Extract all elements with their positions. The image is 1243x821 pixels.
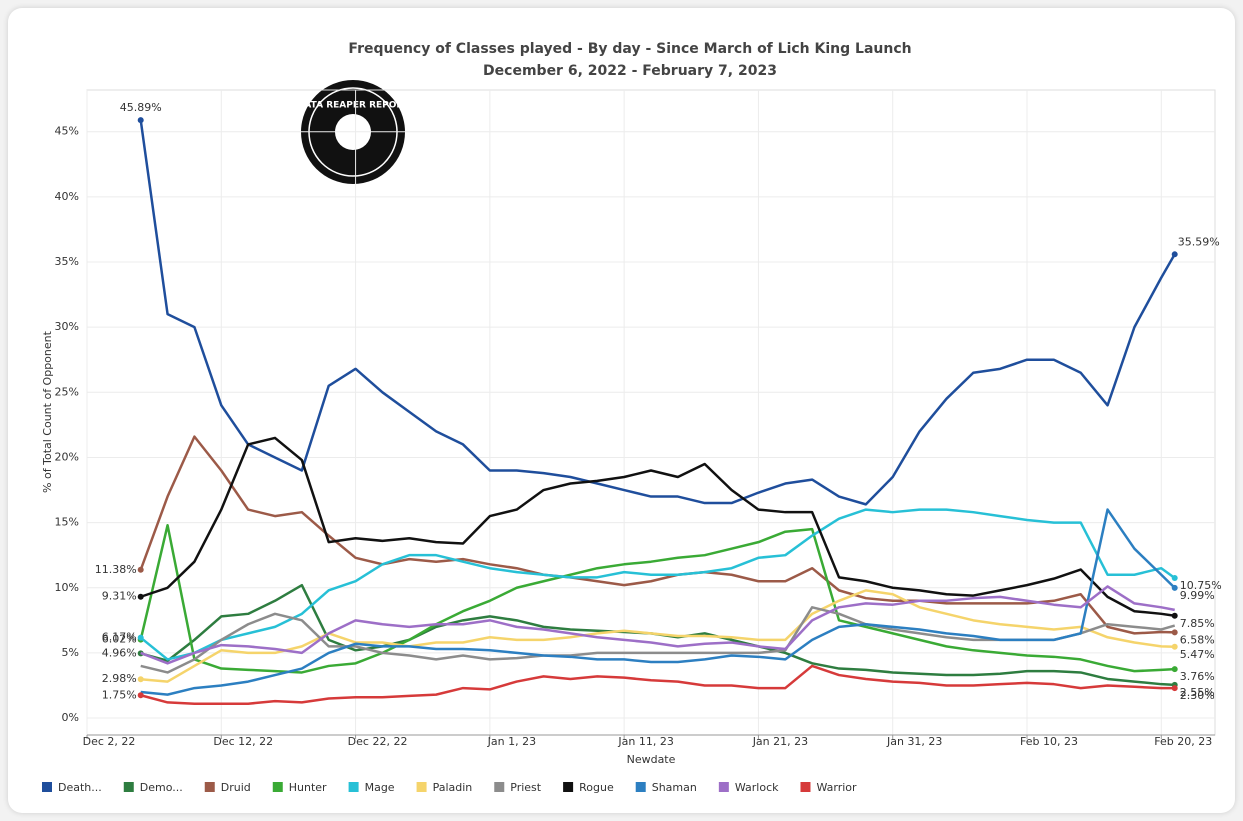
value-label: 35.59%: [1178, 235, 1220, 248]
value-label: 6.17%: [102, 631, 137, 644]
series-line: [139, 523, 1175, 674]
legend-swatch: [272, 782, 283, 792]
point: [137, 634, 144, 641]
legend-label: Demo...: [140, 781, 183, 794]
x-tick-label: Jan 31, 23: [886, 735, 942, 748]
x-tick-label: Jan 11, 23: [617, 735, 673, 748]
legend-label: Paladin: [433, 781, 473, 794]
legend-swatch: [416, 782, 427, 792]
legend-label: Priest: [510, 781, 542, 794]
y-tick-label: 30%: [55, 320, 79, 333]
legend-swatch: [348, 782, 359, 792]
x-tick-label: Dec 22, 22: [348, 735, 408, 748]
point: [1171, 584, 1178, 591]
value-label: 9.99%: [1180, 589, 1215, 602]
point: [1171, 666, 1178, 673]
point: [1171, 629, 1178, 636]
value-label: 6.02%: [102, 633, 137, 646]
x-tick-label: Feb 10, 23: [1020, 735, 1078, 748]
series-line: [140, 585, 1175, 665]
series-line: [140, 589, 1175, 683]
plot-area: [86, 89, 1216, 736]
series-line: [139, 119, 1176, 506]
y-tick-label: 35%: [55, 255, 79, 268]
point: [137, 676, 144, 683]
chart-subtitle: December 6, 2022 - February 7, 2023: [483, 63, 777, 79]
point: [1171, 251, 1178, 258]
y-tick-label: 20%: [55, 450, 79, 463]
legend-swatch: [635, 782, 646, 792]
point: [1171, 685, 1178, 692]
legend-label: Rogue: [579, 781, 614, 794]
x-tick-label: Jan 1, 23: [487, 735, 536, 748]
x-tick-label: Feb 20, 23: [1154, 735, 1212, 748]
chart-title: Frequency of Classes played - By day - S…: [348, 41, 911, 57]
value-label: 1.75%: [102, 688, 137, 701]
y-tick-label: 0%: [62, 711, 79, 724]
value-label: 7.85%: [1180, 617, 1215, 630]
legend-swatch: [123, 782, 134, 792]
value-label: 9.31%: [102, 590, 137, 603]
point: [1171, 643, 1178, 650]
value-label: 3.76%: [1180, 670, 1215, 683]
y-axis-label: % of Total Count of Opponent: [41, 330, 54, 493]
x-tick-label: Dec 12, 22: [213, 735, 273, 748]
point: [137, 692, 144, 699]
value-label: 4.96%: [102, 646, 137, 659]
series-line: [139, 435, 1175, 635]
legend-label: Death...: [58, 781, 102, 794]
legend-label: Shaman: [652, 781, 697, 794]
value-label: 11.38%: [95, 563, 137, 576]
series-line: [140, 508, 1176, 696]
y-tick-label: 45%: [55, 125, 79, 138]
point: [137, 593, 144, 600]
card: [8, 8, 1235, 813]
value-label: 2.30%: [1180, 689, 1215, 702]
legend-swatch: [718, 782, 729, 792]
y-tick-label: 15%: [55, 516, 79, 529]
legend-label: Mage: [365, 781, 395, 794]
legend-label: Warrior: [816, 781, 857, 794]
x-tick-label: Dec 2, 22: [83, 735, 136, 748]
legend-label: Warlock: [735, 781, 779, 794]
value-label: 10.75%: [1180, 579, 1222, 592]
legend-label: Druid: [221, 781, 251, 794]
y-tick-label: 25%: [55, 385, 79, 398]
series-line: [140, 664, 1175, 705]
logo-text: DATA REAPER REPORT: [297, 101, 410, 111]
legend-swatch: [204, 782, 215, 792]
y-tick-label: 5%: [62, 646, 79, 659]
x-tick-label: Jan 21, 23: [752, 735, 808, 748]
series-line: [139, 508, 1176, 661]
series-line: [140, 436, 1175, 618]
y-tick-label: 10%: [55, 581, 79, 594]
point: [1171, 612, 1178, 619]
point: [137, 566, 144, 573]
x-axis-label: Newdate: [627, 753, 676, 766]
value-label: 2.98%: [102, 672, 137, 685]
y-tick-label: 40%: [55, 190, 79, 203]
value-label: 6.58%: [1180, 633, 1215, 646]
legend-swatch: [42, 782, 52, 792]
legend-label: Hunter: [289, 781, 327, 794]
value-label: 2.55%: [1180, 686, 1215, 699]
value-label: 45.89%: [120, 101, 162, 114]
legend-swatch: [494, 782, 505, 792]
value-label: 5.47%: [1180, 648, 1215, 661]
point: [137, 117, 144, 124]
legend-swatch: [800, 782, 811, 792]
point: [1171, 574, 1178, 581]
legend-swatch: [563, 782, 574, 792]
